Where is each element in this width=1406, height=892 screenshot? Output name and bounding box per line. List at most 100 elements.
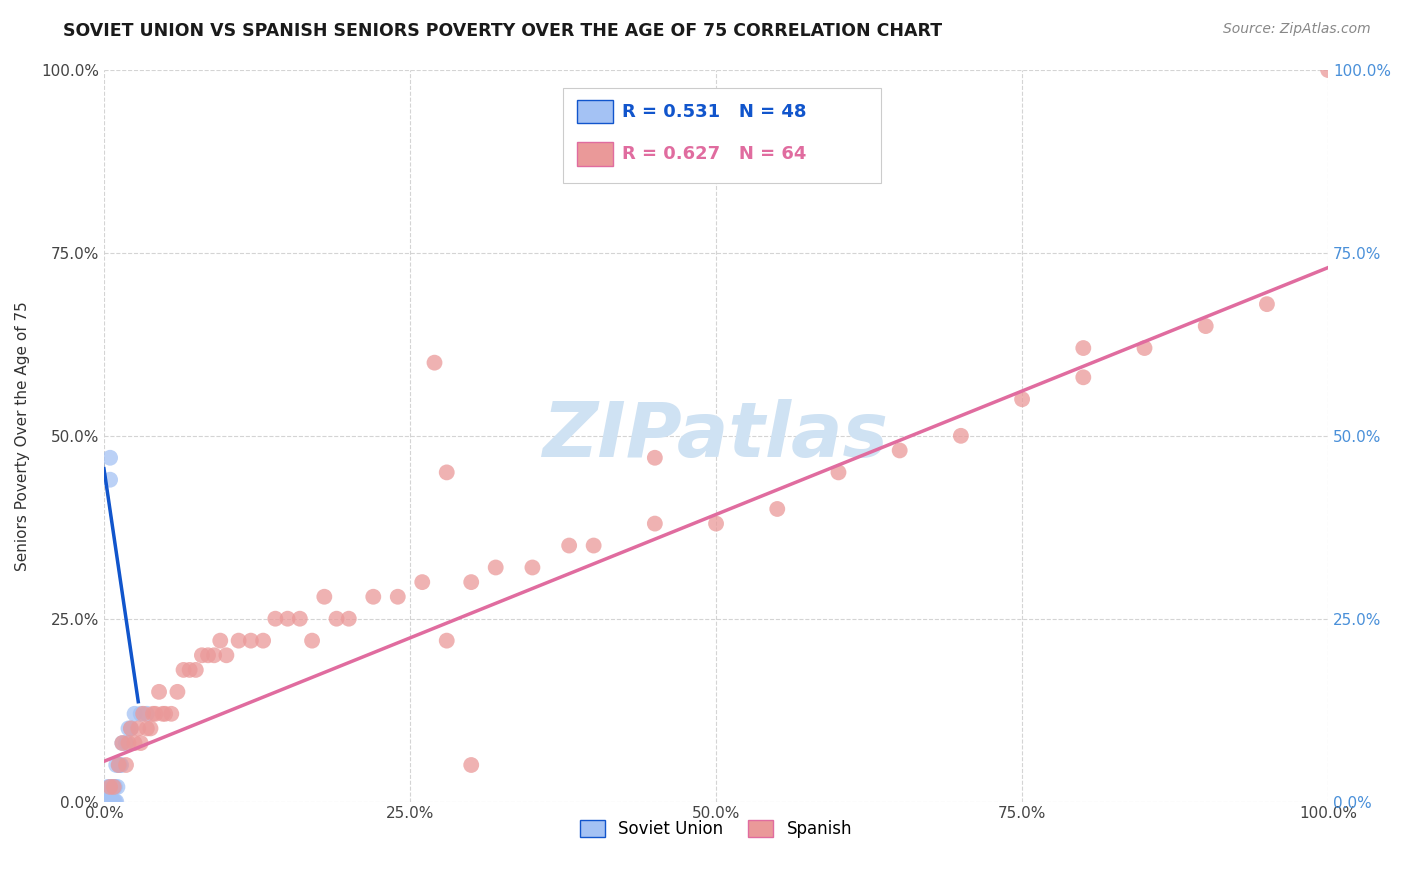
- Point: [766, 502, 789, 516]
- FancyBboxPatch shape: [576, 143, 613, 166]
- Point: [96, 795, 118, 809]
- Point: [104, 795, 127, 809]
- Point: [153, 706, 176, 721]
- Point: [179, 663, 201, 677]
- Point: [135, 722, 157, 736]
- Point: [361, 590, 384, 604]
- Point: [94, 795, 117, 809]
- Point: [108, 758, 131, 772]
- Point: [96, 795, 118, 809]
- Point: [132, 706, 155, 721]
- Point: [111, 736, 134, 750]
- Point: [411, 575, 433, 590]
- Point: [423, 356, 446, 370]
- Point: [191, 648, 214, 663]
- Point: [129, 736, 152, 750]
- Point: [325, 612, 347, 626]
- Point: [94, 795, 117, 809]
- Point: [139, 722, 162, 736]
- Point: [97, 795, 120, 809]
- Point: [387, 590, 409, 604]
- Point: [96, 795, 118, 809]
- Point: [104, 780, 127, 794]
- Point: [173, 663, 195, 677]
- Point: [228, 633, 250, 648]
- Point: [184, 663, 207, 677]
- Point: [98, 780, 121, 794]
- Point: [209, 633, 232, 648]
- Point: [103, 780, 125, 794]
- Point: [436, 633, 458, 648]
- Point: [827, 466, 849, 480]
- Point: [94, 795, 117, 809]
- Point: [107, 758, 129, 772]
- Point: [252, 633, 274, 648]
- Point: [115, 758, 138, 772]
- Point: [1133, 341, 1156, 355]
- Point: [314, 590, 336, 604]
- Point: [101, 795, 124, 809]
- Point: [264, 612, 287, 626]
- Point: [949, 429, 972, 443]
- Legend: Soviet Union, Spanish: Soviet Union, Spanish: [574, 813, 859, 845]
- Y-axis label: Seniors Poverty Over the Age of 75: Seniors Poverty Over the Age of 75: [15, 301, 30, 571]
- Point: [97, 795, 120, 809]
- Point: [124, 706, 146, 721]
- Point: [117, 736, 139, 750]
- Point: [97, 795, 120, 809]
- Point: [97, 795, 120, 809]
- Point: [142, 706, 165, 721]
- Point: [97, 795, 120, 809]
- Point: [110, 758, 132, 772]
- Point: [129, 706, 152, 721]
- Point: [301, 633, 323, 648]
- Point: [107, 758, 129, 772]
- FancyBboxPatch shape: [562, 88, 882, 184]
- Point: [558, 539, 581, 553]
- Point: [101, 795, 124, 809]
- Point: [152, 706, 174, 721]
- Point: [97, 795, 120, 809]
- Point: [215, 648, 238, 663]
- Text: SOVIET UNION VS SPANISH SENIORS POVERTY OVER THE AGE OF 75 CORRELATION CHART: SOVIET UNION VS SPANISH SENIORS POVERTY …: [63, 22, 942, 40]
- Text: ZIPatlas: ZIPatlas: [543, 399, 889, 473]
- Point: [1071, 370, 1094, 384]
- Point: [1256, 297, 1278, 311]
- Point: [135, 706, 157, 721]
- Point: [101, 795, 124, 809]
- Point: [704, 516, 727, 531]
- Point: [96, 795, 118, 809]
- Point: [485, 560, 508, 574]
- Point: [1195, 319, 1218, 334]
- Point: [202, 648, 225, 663]
- Point: [98, 795, 121, 809]
- Point: [100, 780, 122, 794]
- Point: [120, 722, 142, 736]
- Point: [889, 443, 911, 458]
- Point: [98, 795, 121, 809]
- Text: R = 0.531   N = 48: R = 0.531 N = 48: [621, 103, 806, 120]
- Point: [145, 706, 167, 721]
- Point: [97, 795, 120, 809]
- Point: [103, 780, 125, 794]
- Point: [460, 575, 482, 590]
- Point: [197, 648, 219, 663]
- Point: [160, 706, 183, 721]
- Point: [1011, 392, 1033, 407]
- Point: [148, 685, 170, 699]
- Point: [100, 795, 122, 809]
- Point: [98, 450, 121, 465]
- Point: [277, 612, 299, 626]
- Point: [98, 795, 121, 809]
- Point: [460, 758, 482, 772]
- Point: [337, 612, 360, 626]
- Point: [1071, 341, 1094, 355]
- Point: [100, 795, 122, 809]
- Point: [103, 795, 125, 809]
- Point: [582, 539, 605, 553]
- Point: [105, 795, 128, 809]
- Point: [98, 795, 121, 809]
- FancyBboxPatch shape: [576, 100, 613, 123]
- Point: [97, 780, 120, 794]
- Point: [98, 473, 121, 487]
